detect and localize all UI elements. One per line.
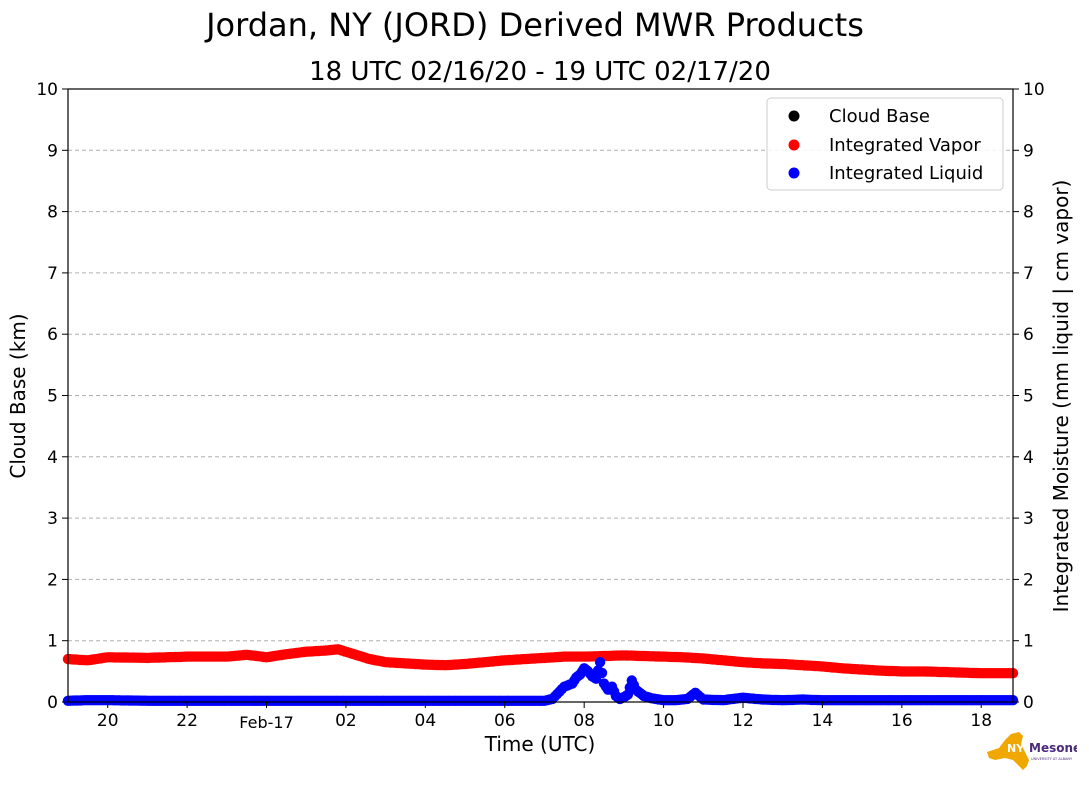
- y-tick-label-right: 2: [1023, 570, 1034, 590]
- x-tick-label: 14: [812, 711, 834, 731]
- y-tick-label-right: 6: [1023, 325, 1034, 345]
- y-tick-label-right: 9: [1023, 141, 1034, 161]
- nys-mesonet-logo: NYS Mesonet UNIVERSITY AT ALBANY: [987, 732, 1077, 770]
- y-axis-right-ticks: 0 1 2 3 4 5 6 7 8 9 10: [1013, 80, 1045, 713]
- y-tick-label-right: 7: [1023, 264, 1034, 284]
- y-tick-label-left: 4: [47, 448, 58, 468]
- x-tick-label: 10: [653, 711, 675, 731]
- legend: Cloud Base Integrated Vapor Integrated L…: [766, 97, 1004, 191]
- y-tick-label-right: 1: [1023, 632, 1034, 652]
- y-tick-label-right: 4: [1023, 448, 1034, 468]
- chart-title: Jordan, NY (JORD) Derived MWR Products: [204, 6, 864, 44]
- y-tick-label-left: 2: [47, 570, 58, 590]
- data-point: [594, 657, 606, 668]
- x-axis-ticks: 20 22 Feb-17 02 04 06 08 10 12 14 16 18: [97, 702, 992, 732]
- y-tick-label-left: 0: [47, 693, 58, 713]
- legend-marker-integrated-liquid: [788, 167, 800, 179]
- legend-label-integrated-liquid: Integrated Liquid: [829, 163, 983, 184]
- y-tick-label-left: 7: [47, 264, 58, 284]
- y-tick-label-left: 8: [47, 203, 58, 223]
- x-tick-label: 22: [176, 711, 198, 731]
- legend-label-cloud-base: Cloud Base: [829, 106, 930, 127]
- legend-label-integrated-vapor: Integrated Vapor: [829, 135, 981, 156]
- y-tick-label-left: 9: [47, 141, 58, 161]
- x-axis-label: Time (UTC): [484, 732, 596, 756]
- series-integrated-liquid: [62, 657, 1019, 706]
- logo-sub: UNIVERSITY AT ALBANY: [1031, 757, 1073, 761]
- y-axis-left-label: Cloud Base (km): [6, 313, 30, 478]
- x-tick-label: 12: [732, 711, 754, 731]
- x-tick-label: 04: [415, 711, 437, 731]
- y-tick-label-left: 1: [47, 632, 58, 652]
- logo-name: Mesonet: [1029, 741, 1077, 755]
- legend-marker-integrated-vapor: [788, 139, 800, 151]
- y-tick-label-left: 5: [47, 387, 58, 407]
- y-tick-label-left: 6: [47, 325, 58, 345]
- x-tick-label: 06: [494, 711, 516, 731]
- series-integrated-vapor: [62, 644, 1019, 679]
- y-tick-label-right: 0: [1023, 693, 1034, 713]
- y-tick-label-right: 5: [1023, 387, 1034, 407]
- y-tick-label-left: 3: [47, 509, 58, 529]
- x-tick-label: Feb-17: [239, 713, 293, 732]
- x-tick-label: 08: [573, 711, 595, 731]
- y-tick-label-right: 8: [1023, 203, 1034, 223]
- legend-marker-cloud-base: [788, 110, 800, 122]
- data-point: [596, 667, 608, 679]
- x-tick-label: 16: [891, 711, 913, 731]
- y-axis-right-label: Integrated Moisture (mm liquid | cm vapo…: [1049, 180, 1073, 613]
- x-tick-label: 20: [97, 711, 119, 731]
- legend-box: [766, 97, 1004, 191]
- grid-lines: [68, 149, 1013, 642]
- y-tick-label-right: 10: [1023, 80, 1045, 100]
- y-tick-label-right: 3: [1023, 509, 1034, 529]
- x-tick-label: 18: [970, 711, 992, 731]
- chart-subtitle: 18 UTC 02/16/20 - 19 UTC 02/17/20: [309, 57, 771, 87]
- x-tick-label: 02: [335, 711, 357, 731]
- logo-brand: NYS: [1007, 742, 1032, 755]
- new-york-state-shape-icon: [987, 732, 1029, 770]
- y-axis-left-ticks: 0 1 2 3 4 5 6 7 8 9 10: [36, 80, 68, 713]
- y-tick-label-left: 10: [36, 80, 58, 100]
